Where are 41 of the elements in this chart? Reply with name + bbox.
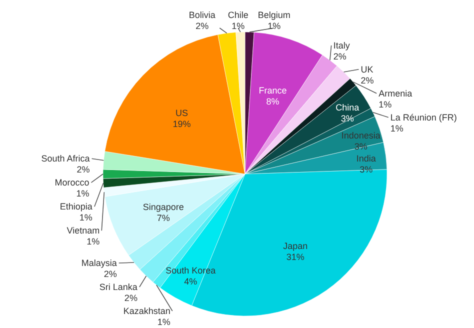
slice-label: Japan (283, 241, 308, 252)
data-label: 1% (378, 99, 392, 110)
slice-label: Kazakhstan (123, 306, 170, 316)
data-label: 1% (86, 236, 100, 247)
slice-label: Bolivia (188, 10, 216, 20)
slice-label: US (176, 108, 188, 118)
slice-label: India (356, 153, 376, 164)
slice-label: La Réunion (FR) (390, 112, 457, 122)
slice-label: China (336, 102, 360, 112)
data-label: 2% (124, 293, 138, 303)
data-label: 3% (340, 113, 354, 124)
data-label: 2% (333, 51, 346, 62)
data-label: 19% (172, 118, 191, 129)
data-label: 31% (286, 252, 304, 262)
slice-label: Morocco (54, 178, 90, 188)
data-label: 2% (196, 21, 209, 31)
slice-label: South Africa (41, 154, 90, 164)
data-label: 1% (232, 21, 245, 31)
data-label: 7% (156, 213, 170, 224)
slice-label: Armenia (378, 88, 412, 98)
data-label: 2% (104, 269, 117, 279)
slice-label: Malaysia (81, 258, 117, 268)
slice-label: Belgium (258, 10, 290, 20)
data-label: 1% (79, 212, 92, 223)
data-label: 1% (268, 21, 281, 31)
data-label: 1% (157, 317, 170, 327)
slice-label: Ethiopia (60, 202, 92, 212)
slice-label: France (258, 85, 287, 96)
data-label: 8% (266, 96, 280, 106)
data-label: 2% (360, 75, 374, 86)
slice-label: Sri Lanka (99, 282, 138, 292)
data-label: 4% (184, 276, 198, 287)
slice-label: Indonesia (341, 130, 380, 141)
slice-label: Chile (228, 10, 248, 20)
slice-label: Italy (333, 40, 350, 50)
slice-label: UK (360, 64, 374, 74)
data-label: 2% (76, 164, 90, 175)
slice-label: Vietnam (66, 226, 100, 236)
slice-label: Singapore (142, 202, 184, 212)
data-label: 1% (390, 123, 404, 134)
data-label: 1% (76, 188, 90, 199)
